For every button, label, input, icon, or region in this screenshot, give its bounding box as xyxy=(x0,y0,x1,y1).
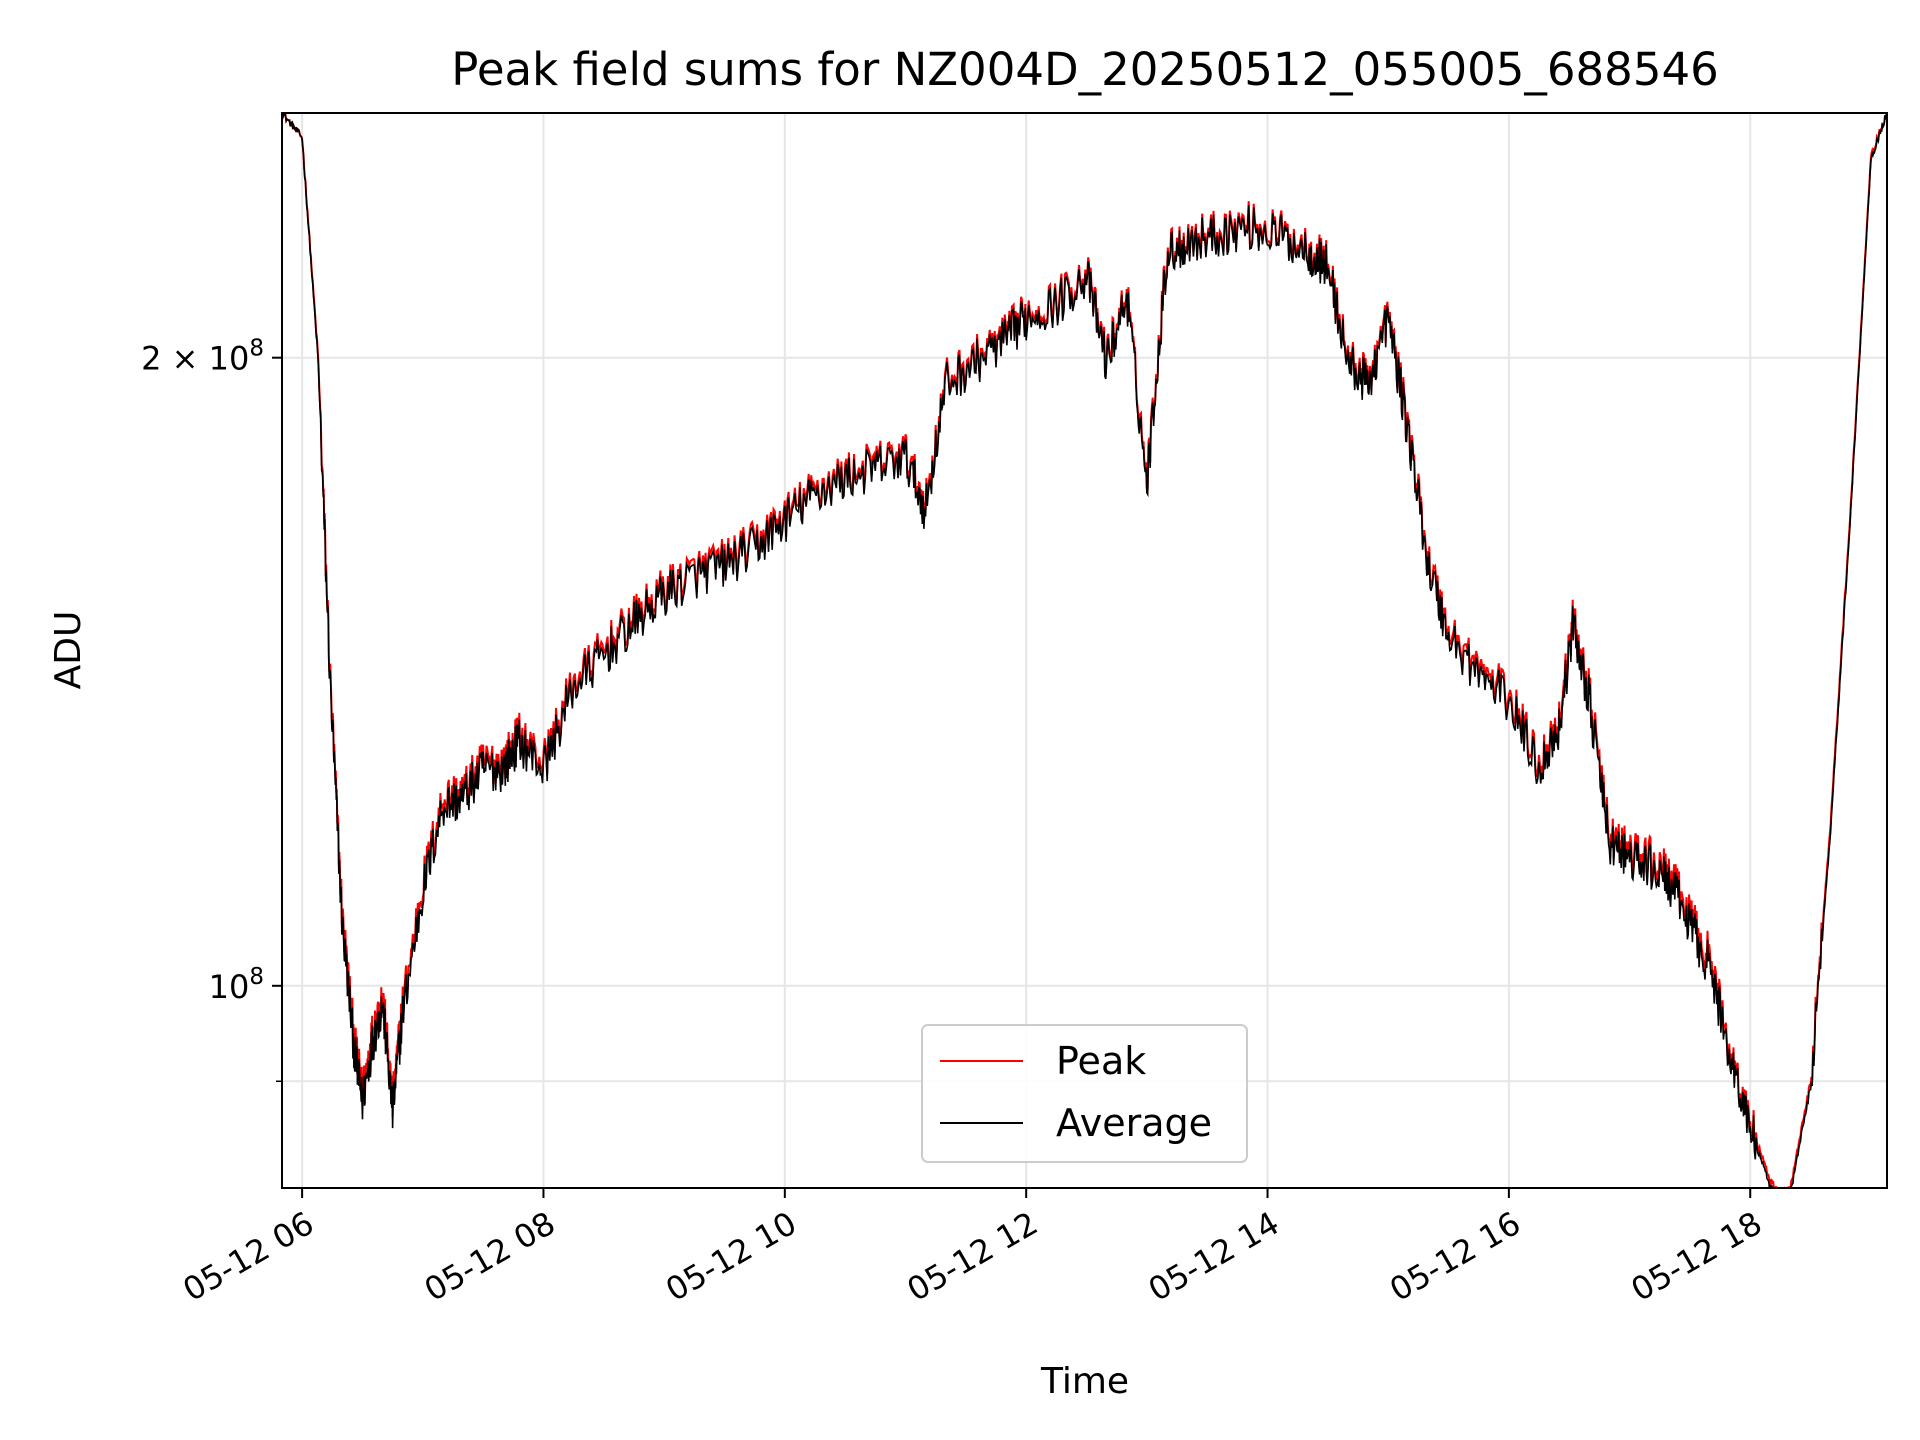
legend: Peak Average xyxy=(921,1024,1248,1163)
chart-title: Peak field sums for NZ004D_20250512_0550… xyxy=(451,43,1718,96)
y-tick-label: 2 × 108 xyxy=(141,336,264,378)
plot-frame xyxy=(281,112,1888,1189)
series-line-average xyxy=(282,113,1887,1188)
legend-label-peak: Peak xyxy=(1056,1039,1146,1083)
legend-label-average: Average xyxy=(1056,1101,1212,1145)
x-axis-label: Time xyxy=(1040,1361,1129,1402)
y-axis-label: ADU xyxy=(48,611,89,690)
y-axis: 108 2 × 108 xyxy=(141,336,282,1083)
y-tick-label: 108 xyxy=(209,964,264,1006)
legend-box xyxy=(921,1024,1248,1163)
series-layer xyxy=(282,113,1887,1188)
